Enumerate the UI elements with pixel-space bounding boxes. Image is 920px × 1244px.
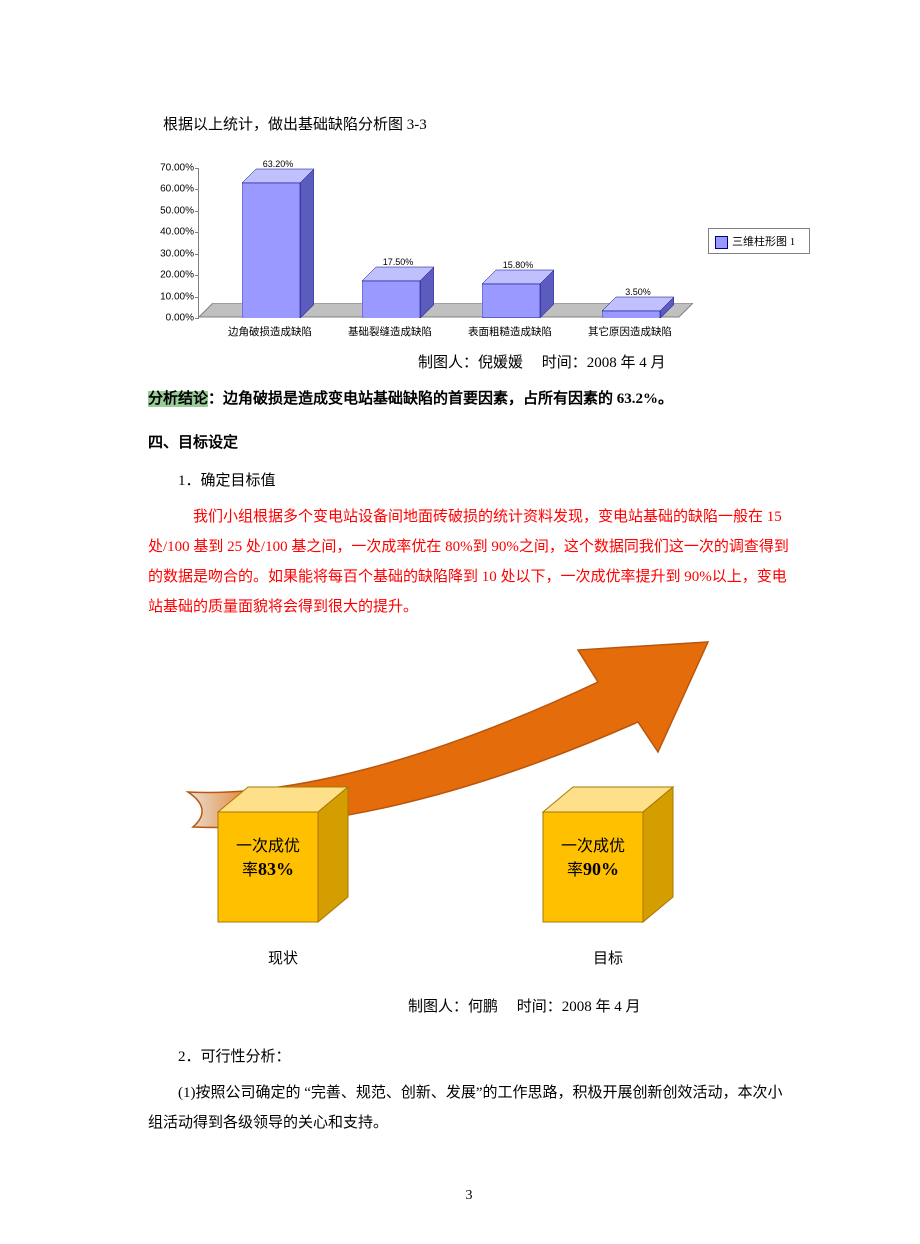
goal-right-line1: 一次成优 <box>561 838 625 855</box>
goal-box-current: 一次成优 率83% <box>208 772 358 932</box>
goal-left-value: 83% <box>258 859 294 879</box>
svg-text:3.50%: 3.50% <box>625 287 651 297</box>
chart-bar: 3.50% <box>602 283 674 319</box>
goal-left-line1: 一次成优 <box>236 838 300 855</box>
x-axis-label: 其它原因造成缺陷 <box>570 324 690 339</box>
y-axis-label: 30.00% <box>149 248 194 259</box>
analysis-conclusion: 分析结论：边角破损是造成变电站基础缺陷的首要因素，占所有因素的 63.2%。 <box>148 384 790 414</box>
goal-box-target: 一次成优 率90% <box>533 772 683 932</box>
caption-time: 2008 年 4 月 <box>587 355 666 371</box>
feasibility-item-1: (1)按照公司确定的 “完善、规范、创新、发展”的工作思路，积极开展创新创效活动… <box>148 1078 790 1138</box>
sub2-title: 2．可行性分析： <box>148 1042 790 1072</box>
x-axis-label: 基础裂缝造成缺陷 <box>330 324 450 339</box>
y-axis-label: 50.00% <box>149 205 194 216</box>
goal-right-value: 90% <box>583 859 619 879</box>
y-axis-label: 40.00% <box>149 227 194 238</box>
goal-box-current-text: 一次成优 率83% <box>218 832 318 880</box>
x-axis-label: 表面粗糙造成缺陷 <box>450 324 570 339</box>
y-axis-label: 70.00% <box>149 163 194 174</box>
section-4-title: 四、目标设定 <box>148 428 790 458</box>
intro-line: 根据以上统计，做出基础缺陷分析图 3-3 <box>148 110 790 140</box>
sub1-title: 1．确定目标值 <box>148 466 790 496</box>
goal-caption-author-label: 制图人： <box>408 999 468 1015</box>
goal-caption: 制图人：何鹏 时间：2008 年 4 月 <box>408 992 790 1022</box>
y-axis-label: 20.00% <box>149 270 194 281</box>
goal-caption-author: 何鹏 <box>468 999 498 1015</box>
goal-caption-time: 2008 年 4 月 <box>562 999 641 1015</box>
page-number: 3 <box>148 1188 790 1204</box>
caption-author-label: 制图人： <box>418 355 478 371</box>
chart-caption: 制图人：倪媛媛 时间：2008 年 4 月 <box>418 348 790 378</box>
x-axis-label: 边角破损造成缺陷 <box>210 324 330 339</box>
caption-author: 倪媛媛 <box>478 355 523 371</box>
goal-box-target-text: 一次成优 率90% <box>543 832 643 880</box>
svg-text:17.50%: 17.50% <box>383 257 414 267</box>
goal-graphic: 一次成优 率83% 一次成优 率90% 现状 目标 <box>138 622 790 992</box>
chart-plot-area: 0.00%10.00%20.00%30.00%40.00%50.00%60.00… <box>198 168 679 318</box>
goal-left-prefix: 率 <box>242 862 258 879</box>
y-axis-label: 60.00% <box>149 184 194 195</box>
y-axis-label: 10.00% <box>149 291 194 302</box>
goal-right-prefix: 率 <box>567 862 583 879</box>
y-axis-label: 0.00% <box>149 313 194 324</box>
svg-text:15.80%: 15.80% <box>503 260 534 270</box>
chart-bar: 17.50% <box>362 253 434 319</box>
conclusion-label: 分析结论 <box>148 391 208 407</box>
defect-bar-chart: 0.00% 10.00% 20.00% 30.00% 40.00% 50.00% 60.00… <box>148 168 790 338</box>
goal-left-caption: 现状 <box>208 947 358 968</box>
legend-label: 三维柱形图 1 <box>732 236 795 248</box>
chart-bar: 63.20% <box>242 155 314 318</box>
goal-right-caption: 目标 <box>533 947 683 968</box>
goal-caption-time-label: 时间： <box>517 999 562 1015</box>
conclusion-text: ：边角破损是造成变电站基础缺陷的首要因素，占所有因素的 63.2%。 <box>208 391 673 407</box>
chart-legend: 三维柱形图 1 <box>708 228 810 254</box>
chart-bar: 15.80% <box>482 256 554 318</box>
caption-time-label: 时间： <box>542 355 587 371</box>
legend-swatch-icon <box>715 236 728 249</box>
svg-text:63.20%: 63.20% <box>263 159 294 169</box>
goal-body-text: 我们小组根据多个变电站设备间地面砖破损的统计资料发现，变电站基础的缺陷一般在 1… <box>148 502 790 622</box>
